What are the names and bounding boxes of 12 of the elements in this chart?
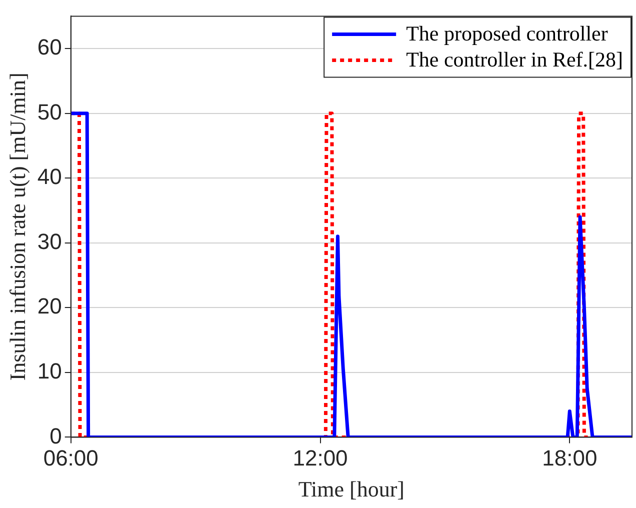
legend-label: The proposed controller [406, 22, 608, 46]
y-tick-label: 20 [37, 294, 62, 319]
legend-label: The controller in Ref.[28] [406, 48, 623, 72]
y-tick-label: 40 [37, 164, 62, 190]
y-axis-title: Insulin infusion rate u(t) [mU/min] [4, 72, 30, 381]
y-tick-label: 60 [37, 34, 62, 60]
y-tick-label: 30 [37, 228, 62, 254]
x-axis-title: Time [hour] [298, 476, 405, 502]
x-tick-label: 12:00 [292, 445, 348, 470]
y-tick-label: 10 [37, 358, 62, 384]
x-tick-label: 18:00 [542, 445, 598, 470]
y-tick-label: 50 [37, 99, 62, 124]
